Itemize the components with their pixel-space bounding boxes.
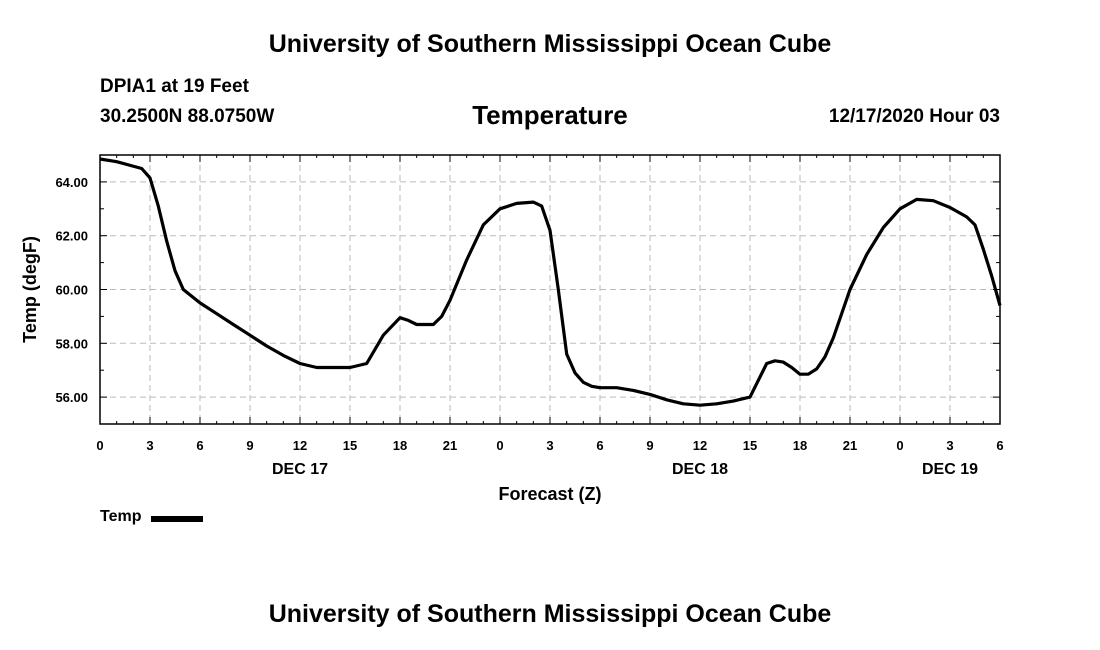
x-tick-label: 15 (743, 438, 757, 453)
tick-labels: 0 3 6 9 12 15 18 21 0 3 6 9 12 15 18 21 0 3 6 56.00 58.00 60.… (55, 175, 1003, 478)
x-tick-label: 9 (246, 438, 253, 453)
x-tick-label: 21 (443, 438, 457, 453)
x-tick-label: 6 (596, 438, 603, 453)
chart-legend: Temp (100, 508, 204, 526)
bottom-title: University of Southern Mississippi Ocean… (268, 600, 832, 628)
y-tick-label: 56.00 (55, 390, 88, 405)
coordinates-label: 30.2500N 88.0750W (100, 106, 275, 127)
y-tick-label: 60.00 (55, 283, 88, 298)
y-axis-label: Temp (degF) (20, 236, 40, 343)
legend-label-temp: Temp (100, 508, 142, 525)
y-tick-label: 62.00 (55, 229, 88, 244)
y-tick-label: 58.00 (55, 336, 88, 351)
x-tick-label: 0 (896, 438, 903, 453)
x-tick-label: 0 (496, 438, 503, 453)
x-tick-label: 0 (96, 438, 103, 453)
x-tick-label: 3 (546, 438, 553, 453)
x-tick-label: 18 (393, 438, 407, 453)
x-tick-label: 6 (196, 438, 203, 453)
legend-swatch-temp (151, 515, 204, 522)
plot-area-frame (99, 154, 1001, 425)
x-tick-label: 9 (646, 438, 653, 453)
grid-lines (100, 155, 1000, 424)
station-label: DPIA1 at 19 Feet (100, 76, 249, 97)
day-label: DEC 18 (672, 461, 728, 478)
x-axis-label: Forecast (Z) (498, 484, 601, 504)
x-tick-label: 15 (343, 438, 357, 453)
temp-series-line (99, 157, 1002, 407)
x-tick-label: 3 (146, 438, 153, 453)
forecast-datetime: 12/17/2020 Hour 03 (828, 106, 1000, 127)
x-tick-label: 12 (693, 438, 707, 453)
x-tick-label: 18 (793, 438, 807, 453)
y-tick-label: 64.00 (55, 175, 88, 190)
chart-title: Temperature (472, 100, 628, 130)
day-label: DEC 17 (272, 461, 328, 478)
top-title: University of Southern Mississippi Ocean… (268, 30, 832, 58)
day-label: DEC 19 (922, 461, 978, 478)
x-tick-label: 21 (843, 438, 857, 453)
x-tick-label: 12 (293, 438, 307, 453)
x-tick-label: 3 (946, 438, 953, 453)
x-tick-label: 6 (996, 438, 1003, 453)
